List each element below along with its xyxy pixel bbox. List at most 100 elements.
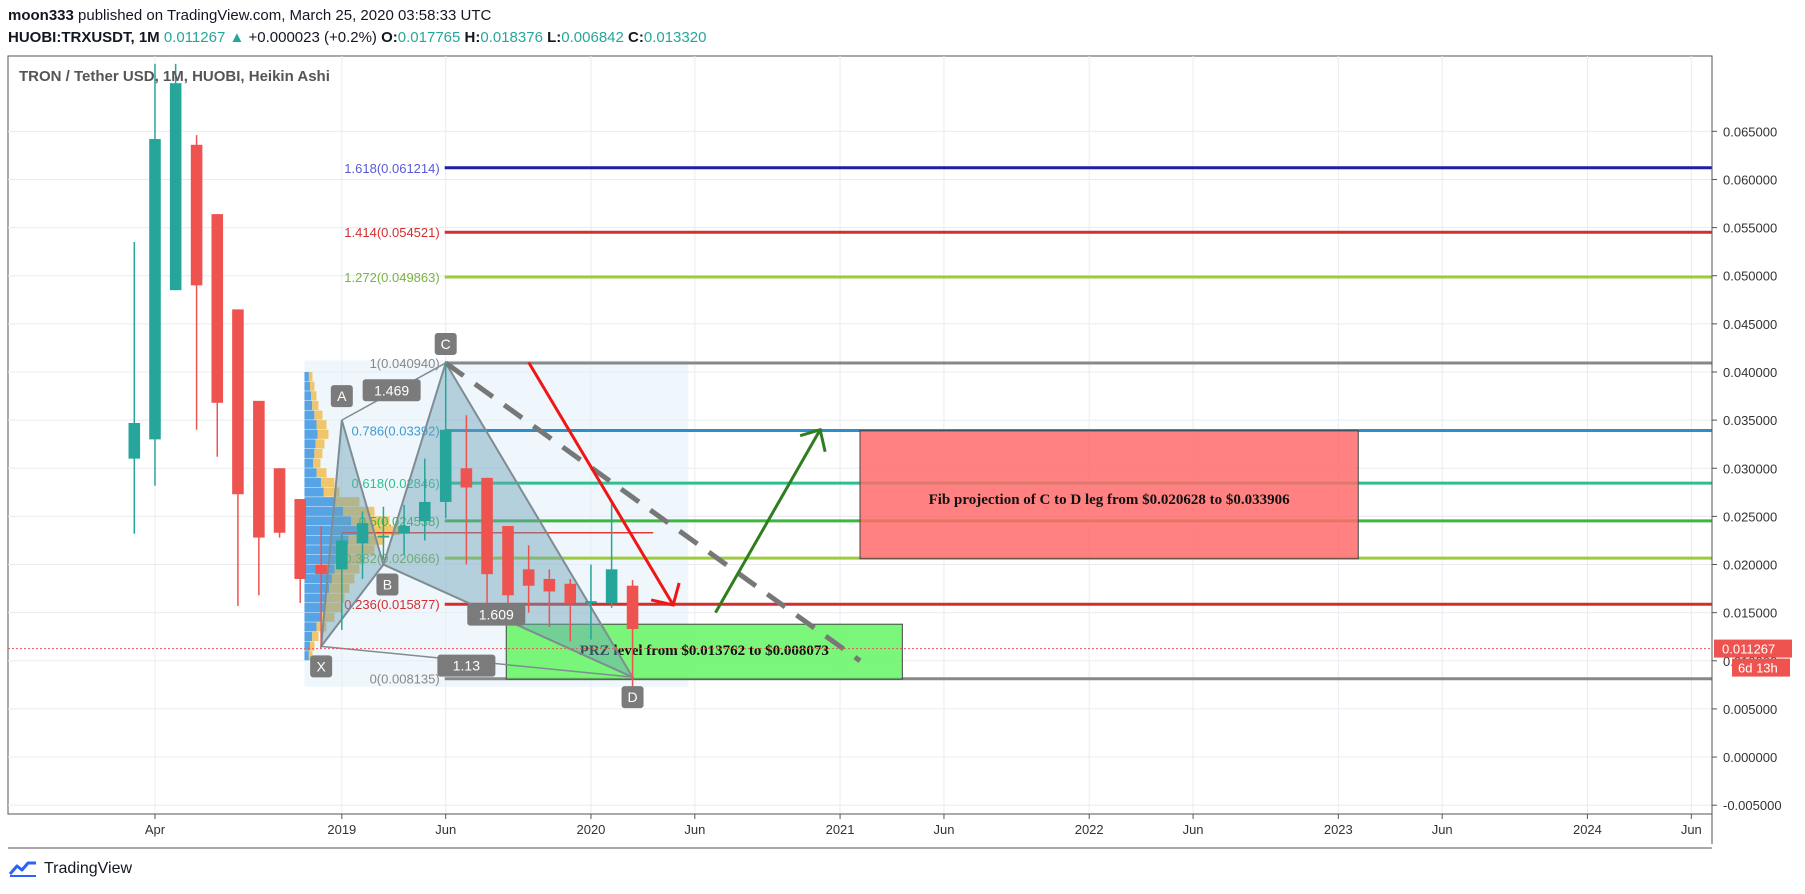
volume-bar — [304, 641, 310, 651]
price-tick-label: 0.005000 — [1723, 702, 1777, 717]
point-label-b-bg — [376, 573, 399, 596]
time-tick-label: 2021 — [826, 822, 855, 837]
volume-bar — [304, 506, 343, 516]
volume-bar — [342, 545, 375, 555]
volume-bar — [304, 622, 317, 632]
volume-bar — [308, 651, 313, 661]
time-tick-label: Jun — [684, 822, 705, 837]
low-value: 0.006842 — [561, 29, 624, 46]
volume-bar — [342, 506, 375, 516]
time-tick-label: 2023 — [1324, 822, 1353, 837]
ohlc-line: HUOBI:TRXUSDT, 1M 0.011267 ▲ +0.000023 (… — [8, 28, 706, 48]
fib-label-0.382: 0.382(0.020666) — [344, 551, 439, 566]
volume-bar — [304, 603, 326, 613]
volume-bar — [304, 391, 312, 401]
price-change: +0.000023 (+0.2%) — [248, 29, 377, 46]
price-tick-label: 0.065000 — [1723, 124, 1777, 139]
time-tick-label: 2020 — [576, 822, 605, 837]
volume-bar — [329, 583, 350, 593]
candle-body — [253, 400, 265, 538]
volume-bar — [308, 371, 313, 382]
volume-bar — [304, 612, 321, 622]
fib-label-0: 0(0.008135) — [370, 672, 440, 687]
candle-body — [211, 214, 224, 403]
time-tick-label: Jun — [1432, 822, 1453, 837]
volume-bar — [314, 449, 323, 459]
close-value: 0.013320 — [643, 29, 707, 46]
time-tick-label: Apr — [145, 822, 166, 837]
point-label-b: B — [383, 577, 392, 593]
volume-bar — [304, 429, 318, 439]
volume-bar — [337, 554, 365, 565]
xb-line — [320, 564, 385, 647]
volume-bar — [316, 468, 327, 478]
fib-projection-box — [859, 430, 1359, 560]
grid — [8, 56, 1712, 814]
countdown-tag: 6d 13h — [1738, 661, 1778, 676]
ratio-label-2: 1.609 — [479, 607, 514, 623]
low-label: L: — [547, 29, 562, 46]
candle-body — [273, 468, 286, 533]
volume-bar — [314, 410, 323, 420]
volume-bar — [312, 631, 319, 642]
countdown-tag-bg — [1732, 658, 1790, 677]
volume-bar — [315, 439, 325, 449]
red-arrow-line — [527, 361, 675, 606]
volume-bar — [304, 400, 313, 410]
volume-bar — [356, 526, 400, 536]
volume-bar — [312, 400, 319, 410]
point-label-x: X — [316, 658, 326, 674]
volume-bar — [304, 458, 314, 468]
symbol-label: HUOBI:TRXUSDT, 1M — [8, 29, 160, 46]
candle-body — [522, 569, 535, 586]
volume-bar — [304, 631, 313, 642]
candle-body — [543, 578, 556, 592]
price-tick-label: 0.060000 — [1723, 172, 1777, 187]
fib-projection-text: Fib projection of C to D leg from $0.020… — [929, 492, 1291, 508]
footer-brand[interactable]: TradingView — [44, 860, 133, 877]
price-tick-label: 0.040000 — [1723, 365, 1777, 380]
candle-body — [439, 429, 452, 502]
volume-bar — [304, 545, 343, 555]
footer: TradingView — [8, 860, 132, 878]
price-tick-label: 0.030000 — [1723, 461, 1777, 476]
current-price-tag: 0.011267 — [1722, 642, 1775, 657]
up-arrow-icon: ▲ — [229, 29, 245, 46]
candle-body — [481, 477, 493, 575]
volume-bar — [304, 477, 321, 488]
close-label: C: — [628, 29, 644, 46]
volume-bar — [304, 449, 315, 459]
point-label-d: D — [627, 689, 637, 705]
volume-bar — [313, 458, 321, 468]
volume-bar — [334, 497, 360, 507]
price-axis[interactable]: 0.065000 0.060000 0.055000 0.050000 0.045000… — [1711, 56, 1792, 844]
time-tick-label: Jun — [435, 822, 456, 837]
volume-bar — [326, 593, 345, 603]
time-axis[interactable]: Apr 2019 Jun 2020 Jun 2021 Jun 2022 Jun 2023 Jun 20… — [8, 813, 1712, 849]
volume-bar — [320, 612, 335, 622]
author-name[interactable]: moon333 — [8, 7, 74, 24]
chart-header: moon333 published on TradingView.com, Ma… — [8, 6, 706, 48]
tradingview-logo-icon[interactable] — [8, 860, 38, 878]
candle-body — [418, 501, 431, 522]
time-tick-label: 2024 — [1573, 822, 1602, 837]
ratio-label-1: 1.469 — [374, 382, 409, 398]
fib-label-1.618: 1.618(0.061214) — [344, 161, 439, 176]
volume-bar — [309, 381, 315, 391]
time-tick-label: Jun — [1681, 822, 1702, 837]
volume-bar — [304, 516, 352, 526]
point-label-c-bg — [434, 332, 457, 355]
ratio-label-2-bg — [467, 603, 526, 626]
fib-label-0.786: 0.786(0.03392) — [352, 424, 440, 439]
volume-bar — [304, 574, 332, 584]
fib-label-0.236: 0.236(0.015877) — [344, 597, 439, 612]
volume-bar — [331, 574, 355, 584]
ratio-label-3: 1.13 — [453, 658, 480, 674]
red-arrow-head — [650, 582, 681, 607]
open-label: O: — [381, 29, 398, 46]
chart-title: TRON / Tether USD, 1M, HUOBI, Heikin Ash… — [19, 68, 330, 85]
price-tick-label: -0.005000 — [1723, 798, 1782, 813]
last-price: 0.011267 — [163, 29, 226, 46]
fib-label-1.272: 1.272(0.049863) — [344, 270, 439, 285]
